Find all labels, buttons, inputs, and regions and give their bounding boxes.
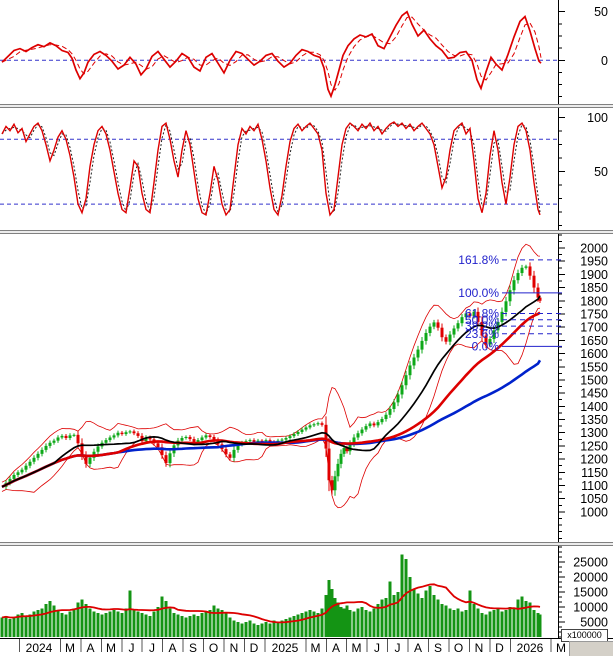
bollinger-upper-band: [1, 243, 541, 483]
price-axis-label: 1350: [580, 413, 608, 427]
date-axis-label: M: [556, 641, 566, 655]
price-axis-label: 1450: [580, 387, 608, 401]
price-axis-label: 1950: [580, 255, 608, 269]
date-axis-label: M: [106, 641, 116, 655]
date-axis-label: 2024: [26, 641, 53, 655]
date-axis-label: D: [250, 641, 259, 655]
date-axis-label: S: [189, 641, 197, 655]
fib-label: 50.0%: [465, 313, 499, 327]
momentum-y-axis: 50 0: [558, 0, 608, 104]
ma-black-line: [1, 295, 541, 488]
date-axis-label: A: [168, 641, 176, 655]
momentum-axis-label: 50: [594, 5, 608, 19]
date-axis-label: S: [434, 641, 442, 655]
date-axis-label: A: [332, 641, 340, 655]
date-axis-label: J: [374, 641, 380, 655]
volume-axis-label: 20000: [573, 571, 608, 585]
date-axis-label: M: [311, 641, 321, 655]
price-axis-label: 1100: [581, 479, 608, 493]
price-axis-label: 2000: [580, 241, 608, 255]
date-axis-label: A: [86, 641, 94, 655]
ma-blue-line: [1, 359, 542, 488]
volume-axis-label: 5000: [580, 616, 608, 630]
price-axis-label: 1500: [580, 373, 608, 387]
date-axis-label: N: [230, 641, 239, 655]
volume-axis-label: 25000: [573, 556, 608, 570]
stochastic-line: [1, 121, 541, 217]
price-axis-label: 1750: [580, 307, 608, 321]
date-axis-label: D: [495, 641, 504, 655]
stochastic-signal-line: [1, 122, 541, 216]
chart-panels: 50 0 100 50 20001950190018501800175017001650…: [0, 0, 608, 638]
price-axis-label: 1550: [580, 360, 608, 374]
panel-splitter[interactable]: [0, 104, 613, 108]
price-axis-label: 1300: [580, 426, 608, 440]
scrollbar-corner: [569, 641, 613, 656]
price-axis-label: 1200: [580, 453, 608, 467]
date-axis-label: O: [209, 641, 218, 655]
price-axis-label: 1800: [580, 294, 608, 308]
date-axis-label: J: [395, 641, 401, 655]
date-axis-label: A: [414, 641, 422, 655]
candlesticks: [4, 262, 542, 496]
price-axis-label: 1850: [580, 281, 608, 295]
price-axis-label: 1900: [580, 268, 608, 282]
date-axis-label: M: [352, 641, 362, 655]
date-axis-label: M: [65, 641, 75, 655]
fib-label: 38.2%: [465, 319, 499, 333]
volume-bars: [0, 554, 542, 638]
date-axis-label: 2026: [517, 641, 544, 655]
fib-label: 161.8%: [458, 253, 499, 267]
price-axis-label: 1700: [580, 321, 608, 335]
price-axis-label: 1400: [580, 400, 608, 414]
momentum-axis-label: 0: [601, 54, 608, 68]
volume-axis-label: 10000: [573, 601, 608, 615]
fib-label: 0.0%: [472, 339, 500, 353]
date-axis-label: J: [149, 641, 155, 655]
fib-label: 100.0%: [458, 286, 499, 300]
momentum-line: [1, 10, 542, 99]
fib-label: 23.6%: [465, 327, 499, 341]
price-axis-label: 1050: [580, 492, 608, 506]
bollinger-lower-band: [1, 307, 541, 509]
panel-splitter[interactable]: [0, 542, 613, 546]
price-axis-label: 1250: [580, 439, 608, 453]
panel-splitter[interactable]: [0, 230, 613, 234]
date-axis-label: N: [475, 641, 484, 655]
momentum-signal-line: [1, 16, 542, 91]
price-axis-label: 1650: [580, 334, 608, 348]
date-axis: 2024 M A M J J A S O N D 2025 M A M J J A S O N D 2026 M: [0, 638, 613, 655]
stochastic-axis-label: 100: [587, 111, 608, 125]
volume-axis-label: 15000: [573, 586, 608, 600]
price-axis-label: 1600: [580, 347, 608, 361]
stochastic-y-axis: 100 50: [558, 108, 608, 230]
date-axis-label: O: [454, 641, 463, 655]
volume-ma-line: [1, 583, 541, 624]
fibonacci-retracement[interactable]: 161.8% 100.0% 61.8%50.0%38.2%23.6%0.0%: [458, 253, 562, 354]
price-y-axis: 2000195019001850180017501700165016001550…: [558, 234, 608, 542]
price-axis-label: 1150: [581, 466, 608, 480]
date-axis-label: J: [129, 641, 135, 655]
price-axis-label: 1000: [580, 505, 608, 519]
stochastic-axis-label: 50: [594, 165, 608, 179]
date-axis-label: 2025: [272, 641, 299, 655]
fib-label: 61.8%: [465, 306, 499, 320]
